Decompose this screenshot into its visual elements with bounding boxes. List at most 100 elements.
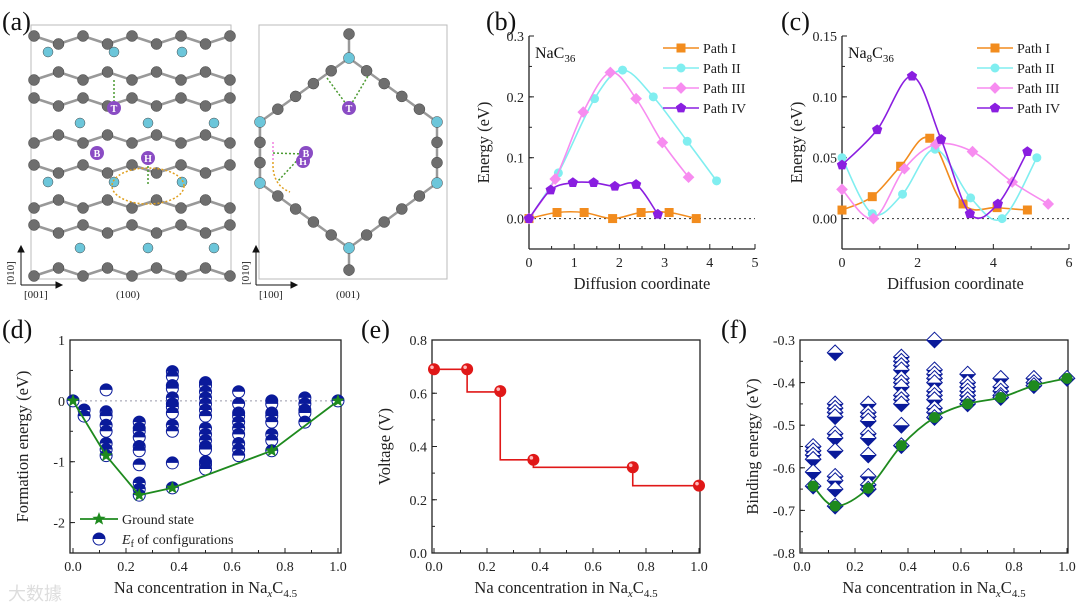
- ground-state-star: [132, 488, 146, 501]
- carbon-atom: [126, 137, 138, 149]
- configuration-point-fill: [133, 425, 146, 432]
- configuration-point-fill: [133, 483, 146, 490]
- configuration-point-fill: [199, 397, 212, 404]
- configuration-point-fill: [232, 443, 245, 450]
- x-tick-label: 2: [914, 256, 921, 271]
- legend-label: Path I: [1017, 42, 1050, 57]
- configuration-point-fill: [166, 370, 179, 377]
- annotation-text: NaC: [535, 45, 564, 62]
- y-tick-label: 0: [58, 395, 65, 410]
- configuration-diamond-fill: [860, 455, 877, 463]
- voltage-point-highlight: [529, 456, 534, 460]
- carbon-atom: [224, 219, 236, 231]
- x-tick-label: 1.0: [1058, 560, 1076, 575]
- x-tick-label: 4: [990, 256, 997, 271]
- annotation-text: C: [872, 45, 883, 62]
- y-tick-label: -0.8: [773, 547, 795, 562]
- x-tick-label: 0.0: [425, 560, 443, 575]
- sp3-carbon-atom: [208, 117, 220, 129]
- data-point-path-2: [837, 153, 847, 163]
- voltage-point-highlight: [430, 365, 434, 370]
- carbon-atom: [199, 38, 212, 50]
- configuration-point-fill: [100, 383, 113, 390]
- y-tick-label: 0.2: [410, 494, 428, 509]
- carbon-atom: [272, 190, 284, 202]
- configuration-point-fill: [199, 379, 212, 386]
- y-tick-label: 1: [58, 334, 65, 349]
- axis-label-001: [001]: [24, 289, 48, 301]
- configuration-diamond-fill: [805, 472, 821, 480]
- plane-label-100: (100): [116, 289, 140, 301]
- x-tick-label: 0.8: [276, 560, 294, 575]
- carbon-atom: [413, 190, 426, 202]
- site-label-hollow: H: [144, 154, 152, 165]
- carbon-atom: [28, 159, 40, 171]
- carbon-atom: [396, 90, 408, 103]
- data-point-path-4: [652, 208, 663, 219]
- carbon-atom: [175, 137, 187, 149]
- sodium-atom-hollow: [141, 151, 155, 165]
- configuration-point-fill: [100, 437, 113, 444]
- sp3-carbon-atom: [343, 242, 355, 254]
- configuration-point-fill: [232, 449, 245, 456]
- legend-sub: f: [131, 539, 135, 550]
- carbon-atom: [199, 262, 212, 274]
- x-axis-title-sub: x: [995, 588, 1001, 600]
- panel-label-d: (d): [2, 315, 32, 344]
- carbon-atom: [52, 262, 65, 274]
- carbon-atom: [52, 100, 65, 112]
- legend-label: Path III: [1017, 82, 1060, 97]
- carbon-atom: [175, 202, 187, 214]
- ground-state-point: [995, 392, 1007, 404]
- carbon-atom: [28, 219, 40, 231]
- carbon-atom: [224, 159, 236, 171]
- configuration-point-fill: [232, 428, 245, 435]
- configuration-diamond-fill: [827, 416, 843, 425]
- sp3-carbon-atom: [42, 46, 54, 58]
- data-point-path-3: [966, 145, 979, 158]
- configuration-point-fill: [199, 422, 212, 429]
- legend-marker: [989, 102, 1001, 113]
- carbon-atom: [150, 38, 163, 50]
- carbon-atom: [325, 229, 337, 241]
- carbon-atom: [343, 28, 355, 40]
- data-point-path-4: [523, 213, 535, 223]
- carbon-atom: [378, 77, 390, 90]
- x-tick-label: 6: [1066, 256, 1073, 271]
- chart-panel-c: 0 2 4 6 0.00 0.05 0.10 0.15 Diffusion coordinate…: [787, 30, 1073, 293]
- data-point-path-3: [867, 212, 880, 225]
- data-point-path-4: [545, 184, 556, 195]
- legend-configuration-marker-fill: [93, 533, 105, 539]
- data-point-path-4: [567, 177, 578, 188]
- data-point-path-3: [898, 162, 911, 175]
- carbon-atom: [150, 227, 163, 239]
- configuration-point-fill: [133, 416, 146, 423]
- configuration-point-fill: [199, 385, 212, 392]
- carbon-atom: [307, 77, 320, 90]
- ground-state-point: [1028, 380, 1040, 392]
- legend-marker: [676, 43, 686, 53]
- composition-annotation: Na8C36: [848, 45, 894, 65]
- configuration-point-fill: [232, 416, 245, 423]
- carbon-atom: [199, 227, 212, 239]
- data-point-path-3: [929, 138, 942, 151]
- x-axis-title-text: C: [1001, 578, 1012, 597]
- ground-state-point: [895, 440, 907, 452]
- configuration-point-fill: [199, 463, 212, 470]
- x-axis-title-text: Na concentration in Na: [474, 578, 628, 597]
- data-point-path-3: [630, 92, 642, 105]
- x-tick-label: 0.2: [117, 560, 135, 575]
- configuration-diamond-fill: [893, 403, 910, 412]
- x-axis-title: Diffusion coordinate: [574, 274, 711, 293]
- data-point-path-3: [656, 136, 669, 149]
- data-point-path-4: [1022, 146, 1033, 156]
- chart-panel-e: 0.0 0.2 0.4 0.6 0.8 1.0 0.0 0.2 0.4 0.6 0.8 Na conc…: [375, 334, 708, 600]
- site-label-hollow: H: [299, 157, 307, 168]
- data-point-path-1: [691, 214, 701, 224]
- site-label-bridge: B: [303, 149, 310, 160]
- y-axis-title: Energy (eV): [474, 102, 493, 184]
- x-tick-label: 1: [571, 256, 578, 271]
- carbon-atom: [101, 262, 114, 274]
- configuration-point-fill: [199, 410, 212, 417]
- sp3-carbon-atom: [208, 242, 220, 254]
